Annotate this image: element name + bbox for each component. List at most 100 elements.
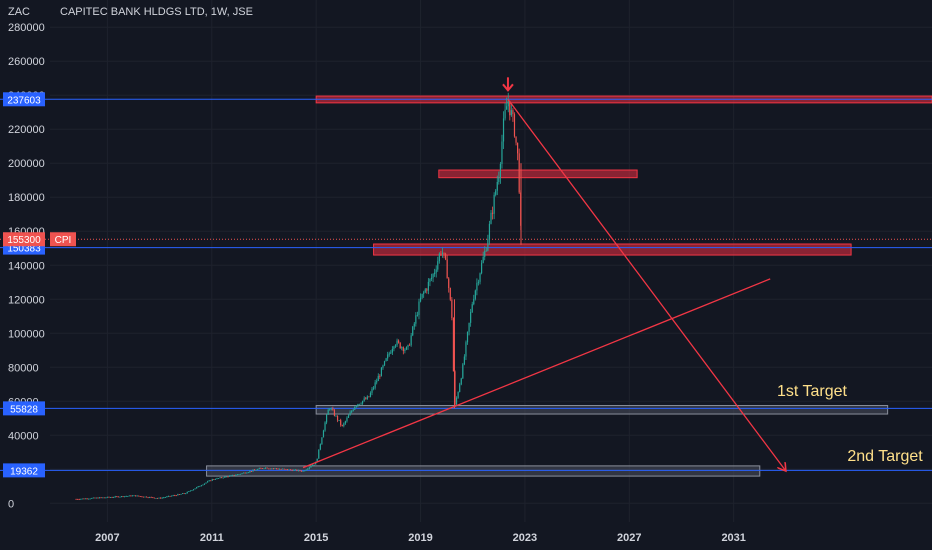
candle-body — [227, 476, 229, 478]
last-price-label-bg — [3, 232, 45, 247]
candle-body — [291, 469, 293, 471]
candle-body — [438, 253, 440, 262]
candle-body — [243, 472, 245, 474]
candle-body — [398, 340, 400, 343]
candle-body — [315, 462, 317, 465]
candle-body — [499, 163, 501, 178]
candle-body — [133, 495, 135, 497]
chart-grid — [50, 0, 932, 522]
candle-body — [89, 498, 91, 500]
candle-body — [167, 495, 170, 497]
candle-body — [249, 471, 251, 473]
candle-body — [105, 497, 107, 499]
candle-body — [413, 323, 415, 327]
candle-body — [465, 342, 467, 357]
y-tick-label: 140000 — [8, 260, 45, 272]
candle-body — [377, 376, 379, 382]
candle-body — [455, 397, 458, 405]
candle-body — [349, 412, 351, 416]
candle-body — [232, 474, 234, 476]
cpi-tag-bg — [50, 232, 76, 247]
candle-body — [244, 472, 246, 474]
candle-body — [310, 466, 312, 468]
candle-body — [230, 475, 232, 477]
candle-body — [366, 396, 368, 400]
candle-body — [106, 496, 109, 498]
candle-body — [441, 252, 444, 254]
down-arrow-head — [502, 83, 514, 92]
candle-body — [274, 468, 276, 470]
candle-body — [454, 371, 456, 405]
support-trend-line[interactable] — [302, 278, 771, 469]
candle-body — [415, 315, 417, 324]
candle-body — [161, 497, 163, 499]
candle-body — [448, 278, 450, 288]
candle-body — [380, 367, 383, 377]
candle-body — [484, 250, 486, 257]
candle-body — [474, 290, 476, 299]
candle-body — [424, 289, 426, 293]
candle-body — [213, 479, 215, 480]
candle-body — [221, 477, 223, 479]
candle-body — [108, 496, 110, 498]
candle-body — [163, 497, 165, 499]
candle-body — [214, 479, 217, 480]
candle-body — [326, 414, 328, 423]
candle-body — [127, 496, 129, 497]
candle-body — [340, 420, 342, 425]
candle-body — [311, 465, 314, 467]
x-tick-label: 2011 — [200, 532, 224, 544]
candle-body — [481, 262, 483, 274]
candle-body — [145, 496, 148, 498]
support-zone[interactable] — [315, 405, 889, 415]
projection-arrow[interactable] — [507, 98, 786, 471]
candle-body — [172, 495, 174, 497]
candle-body — [128, 495, 130, 497]
y-tick-label: 280000 — [8, 22, 45, 34]
candle-body — [200, 485, 202, 487]
candle-body — [495, 190, 497, 195]
candle-body — [491, 212, 494, 214]
candle-body — [333, 410, 336, 416]
candle-body — [357, 404, 359, 406]
candle-body — [192, 489, 195, 491]
candle-body — [319, 444, 321, 450]
resistance-zone[interactable] — [438, 169, 638, 179]
candle-body — [423, 292, 425, 294]
x-tick-label: 2027 — [617, 532, 641, 544]
candle-body — [506, 106, 508, 110]
candle-body — [86, 498, 88, 500]
candle-body — [219, 477, 221, 479]
candle-body — [250, 471, 253, 472]
symbol-title[interactable]: CAPITEC BANK HLDGS LTD, 1W, JSE — [60, 6, 253, 18]
candle-body — [347, 415, 350, 418]
candle-body — [324, 422, 326, 431]
candle-body — [289, 469, 292, 471]
candle-body — [371, 388, 373, 393]
candle-body — [189, 490, 191, 492]
candle-body — [181, 493, 184, 495]
candle-body — [164, 497, 166, 498]
target-annotation[interactable]: 1st Target — [777, 383, 848, 400]
target-annotation[interactable]: 2nd Target — [847, 448, 923, 465]
candle-body — [338, 420, 340, 422]
candle-body — [275, 468, 278, 470]
candle-body — [91, 498, 93, 499]
candle-body — [498, 177, 500, 182]
candle-body — [125, 496, 127, 497]
resistance-zone[interactable] — [373, 243, 852, 256]
candle-body — [156, 498, 159, 499]
candle-body — [183, 493, 185, 495]
candle-body — [344, 421, 346, 424]
candle-body — [288, 469, 290, 471]
candle-body — [358, 403, 361, 405]
candle-body — [166, 496, 168, 498]
candle-body — [84, 498, 87, 500]
candle-body — [102, 497, 104, 499]
candle-body — [160, 497, 162, 499]
candle-body — [507, 101, 509, 107]
candle-body — [138, 495, 140, 497]
candle-body — [376, 381, 378, 383]
support-zone[interactable] — [206, 465, 761, 477]
